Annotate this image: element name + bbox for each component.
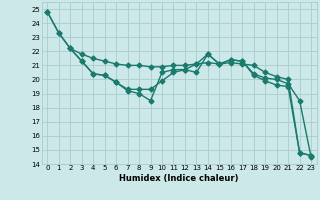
X-axis label: Humidex (Indice chaleur): Humidex (Indice chaleur) xyxy=(119,174,239,183)
